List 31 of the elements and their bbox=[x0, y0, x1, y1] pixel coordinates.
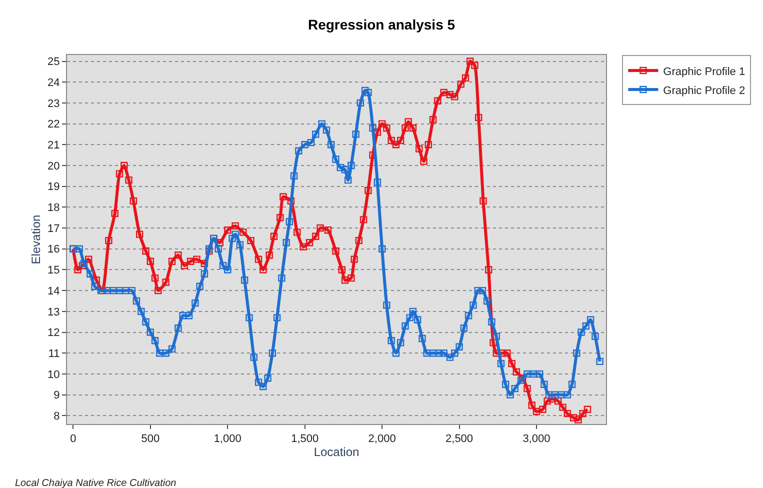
y-tick-label: 21 bbox=[48, 139, 60, 152]
x-tick-label: 500 bbox=[141, 433, 160, 446]
y-tick-label: 9 bbox=[54, 390, 60, 402]
text: Local Chaiya Native Rice Cultivation bbox=[15, 478, 177, 488]
y-tick-label: 25 bbox=[48, 56, 60, 68]
y-tick-label: 23 bbox=[48, 98, 60, 110]
y-tick-label: 18 bbox=[48, 202, 60, 214]
x-tick-label: 1,000 bbox=[214, 433, 242, 446]
y-tick-label: 19 bbox=[48, 181, 60, 194]
y-tick-label: 12 bbox=[48, 327, 60, 340]
x-tick-label: 3,000 bbox=[522, 433, 550, 446]
legend-label: Graphic Profile 1 bbox=[663, 66, 746, 78]
y-tick-label: 10 bbox=[48, 368, 60, 381]
x-tick-label: 2,500 bbox=[446, 433, 474, 446]
y-tick-label: 13 bbox=[48, 306, 60, 318]
y-tick-label: 11 bbox=[48, 348, 60, 360]
y-tick-label: 17 bbox=[48, 222, 60, 235]
y-tick-label: 15 bbox=[48, 264, 60, 277]
x-axis-title: Location bbox=[314, 445, 360, 460]
y-tick-label: 16 bbox=[48, 244, 60, 256]
x-tick-label: 0 bbox=[70, 433, 76, 446]
x-tick-label: 1,500 bbox=[291, 433, 319, 446]
y-tick-label: 24 bbox=[48, 76, 60, 89]
x-tick-label: 2,000 bbox=[368, 433, 396, 446]
y-axis-title: Elevation bbox=[28, 214, 43, 264]
y-tick-label: 20 bbox=[48, 160, 60, 172]
y-tick-label: 14 bbox=[48, 285, 60, 298]
y-tick-label: 8 bbox=[54, 410, 60, 423]
y-tick-label: 22 bbox=[48, 118, 60, 131]
legend-label: Graphic Profile 2 bbox=[663, 84, 746, 97]
chart-title: Regression analysis 5 bbox=[308, 16, 456, 32]
